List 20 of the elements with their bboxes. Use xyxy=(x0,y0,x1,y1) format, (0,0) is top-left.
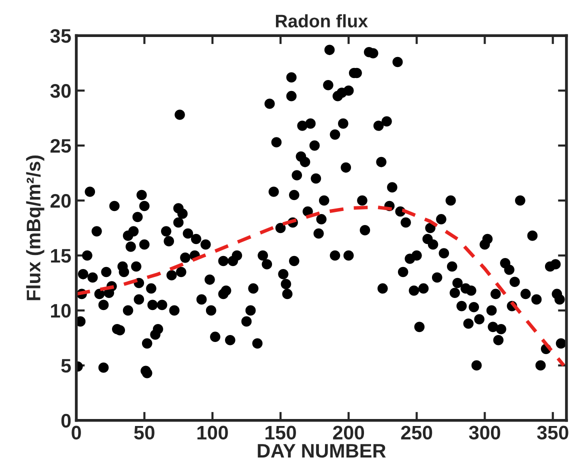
y-tick-label: 30 xyxy=(50,84,71,98)
y-tick-label: 15 xyxy=(51,249,71,263)
y-tick-label: 35 xyxy=(50,29,71,43)
x-tick-label: 150 xyxy=(266,426,296,440)
x-tick-label: 0 xyxy=(72,426,81,440)
y-tick-label: 5 xyxy=(61,359,71,373)
y-axis-title: Flux (mBq/m²/s) xyxy=(26,156,44,300)
y-tick-label: 0 xyxy=(61,414,71,428)
x-tick-label: 200 xyxy=(333,426,364,440)
x-tick-label: 350 xyxy=(537,426,568,440)
x-tick-label: 50 xyxy=(134,426,154,440)
x-tick-label: 250 xyxy=(401,426,432,440)
y-tick-label: 25 xyxy=(50,139,71,153)
y-tick-label: 20 xyxy=(50,194,71,208)
x-tick-label: 100 xyxy=(197,426,228,440)
line-series xyxy=(76,205,566,368)
chart-title: Radon flux xyxy=(276,14,368,28)
y-tick-label: 10 xyxy=(51,304,71,318)
x-axis-title: DAY NUMBER xyxy=(258,444,386,458)
x-tick-label: 300 xyxy=(468,426,500,440)
